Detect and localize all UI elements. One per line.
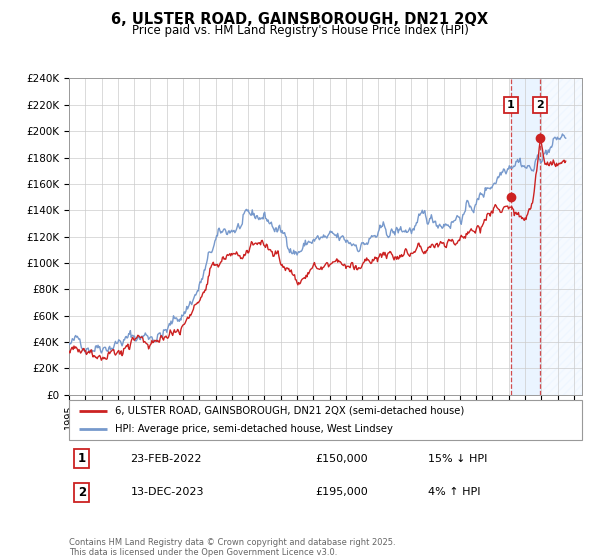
Text: 13-DEC-2023: 13-DEC-2023 bbox=[131, 487, 204, 497]
FancyBboxPatch shape bbox=[69, 400, 582, 440]
Text: 4% ↑ HPI: 4% ↑ HPI bbox=[428, 487, 481, 497]
Text: 1: 1 bbox=[78, 452, 86, 465]
Text: 2: 2 bbox=[78, 486, 86, 499]
Text: 6, ULSTER ROAD, GAINSBOROUGH, DN21 2QX: 6, ULSTER ROAD, GAINSBOROUGH, DN21 2QX bbox=[112, 12, 488, 27]
Text: £195,000: £195,000 bbox=[315, 487, 368, 497]
Bar bbox=[541, 78, 582, 395]
Text: Contains HM Land Registry data © Crown copyright and database right 2025.
This d: Contains HM Land Registry data © Crown c… bbox=[69, 538, 395, 557]
Text: 1: 1 bbox=[507, 100, 515, 110]
Text: £150,000: £150,000 bbox=[315, 454, 368, 464]
Text: Price paid vs. HM Land Registry's House Price Index (HPI): Price paid vs. HM Land Registry's House … bbox=[131, 24, 469, 36]
Text: HPI: Average price, semi-detached house, West Lindsey: HPI: Average price, semi-detached house,… bbox=[115, 424, 393, 434]
Text: 2: 2 bbox=[536, 100, 544, 110]
Text: 23-FEB-2022: 23-FEB-2022 bbox=[131, 454, 202, 464]
Bar bbox=[511, 78, 541, 395]
Text: 15% ↓ HPI: 15% ↓ HPI bbox=[428, 454, 487, 464]
Text: 6, ULSTER ROAD, GAINSBOROUGH, DN21 2QX (semi-detached house): 6, ULSTER ROAD, GAINSBOROUGH, DN21 2QX (… bbox=[115, 406, 464, 416]
